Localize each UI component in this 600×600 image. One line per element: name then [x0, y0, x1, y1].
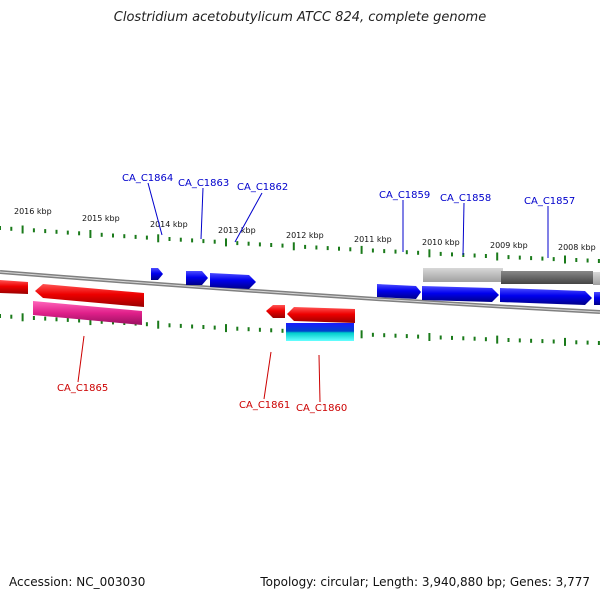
- tick-label: 2015 kbp: [82, 214, 120, 223]
- gene-feature[interactable]: [286, 323, 354, 341]
- tick-label: 2008 kbp: [558, 243, 596, 252]
- label-leader: [200, 187, 204, 240]
- genome-title: Clostridium acetobutylicum ATCC 824, com…: [113, 10, 487, 25]
- gene-CA_C1858[interactable]: [422, 286, 499, 302]
- genome-summary-text: Topology: circular; Length: 3,940,880 bp…: [260, 575, 590, 589]
- gene-label[interactable]: CA_C1862: [237, 182, 288, 193]
- label-leader: [234, 192, 263, 243]
- gene-label[interactable]: CA_C1857: [524, 196, 575, 207]
- tick-label: 2012 kbp: [286, 231, 324, 240]
- gene-CA_C1860[interactable]: [287, 307, 355, 323]
- tick-label: 2016 kbp: [14, 207, 52, 216]
- gene-feature[interactable]: [594, 292, 600, 305]
- gene-feature[interactable]: [0, 280, 28, 294]
- gene-CA_C1863[interactable]: [186, 271, 208, 285]
- gene-feature[interactable]: [33, 301, 142, 325]
- gene-CA_C1857[interactable]: [500, 288, 592, 305]
- gene-CA_C1861[interactable]: [266, 305, 285, 318]
- label-leader: [318, 354, 321, 403]
- gene-label[interactable]: CA_C1865: [57, 383, 108, 394]
- accession-text: Accession: NC_003030: [9, 575, 146, 589]
- tick-label: 2009 kbp: [490, 241, 528, 250]
- gene-label[interactable]: CA_C1864: [122, 173, 173, 184]
- gene-CA_C1864[interactable]: [151, 268, 163, 280]
- gene-CA_C1862[interactable]: [210, 273, 256, 289]
- tick-label: 2013 kbp: [218, 226, 256, 235]
- gene-feature[interactable]: [593, 272, 600, 285]
- label-leader: [462, 202, 465, 256]
- gene-label[interactable]: CA_C1858: [440, 193, 491, 204]
- gene-CA_C1859[interactable]: [377, 284, 421, 299]
- label-leader: [263, 351, 272, 400]
- tick-label: 2010 kbp: [422, 238, 460, 247]
- tick-track-outer: [0, 225, 600, 264]
- tick-label: 2014 kbp: [150, 220, 188, 229]
- gene-label[interactable]: CA_C1860: [296, 403, 347, 414]
- gene-label[interactable]: CA_C1863: [178, 178, 229, 189]
- gene-label[interactable]: CA_C1861: [239, 400, 290, 411]
- label-leader: [147, 182, 163, 236]
- gene-feature[interactable]: [423, 268, 503, 282]
- gene-label[interactable]: CA_C1859: [379, 190, 430, 201]
- gene-CA_C1865[interactable]: [35, 284, 144, 307]
- tick-label: 2011 kbp: [354, 235, 392, 244]
- gene-feature[interactable]: [501, 271, 593, 284]
- label-leader: [77, 335, 85, 383]
